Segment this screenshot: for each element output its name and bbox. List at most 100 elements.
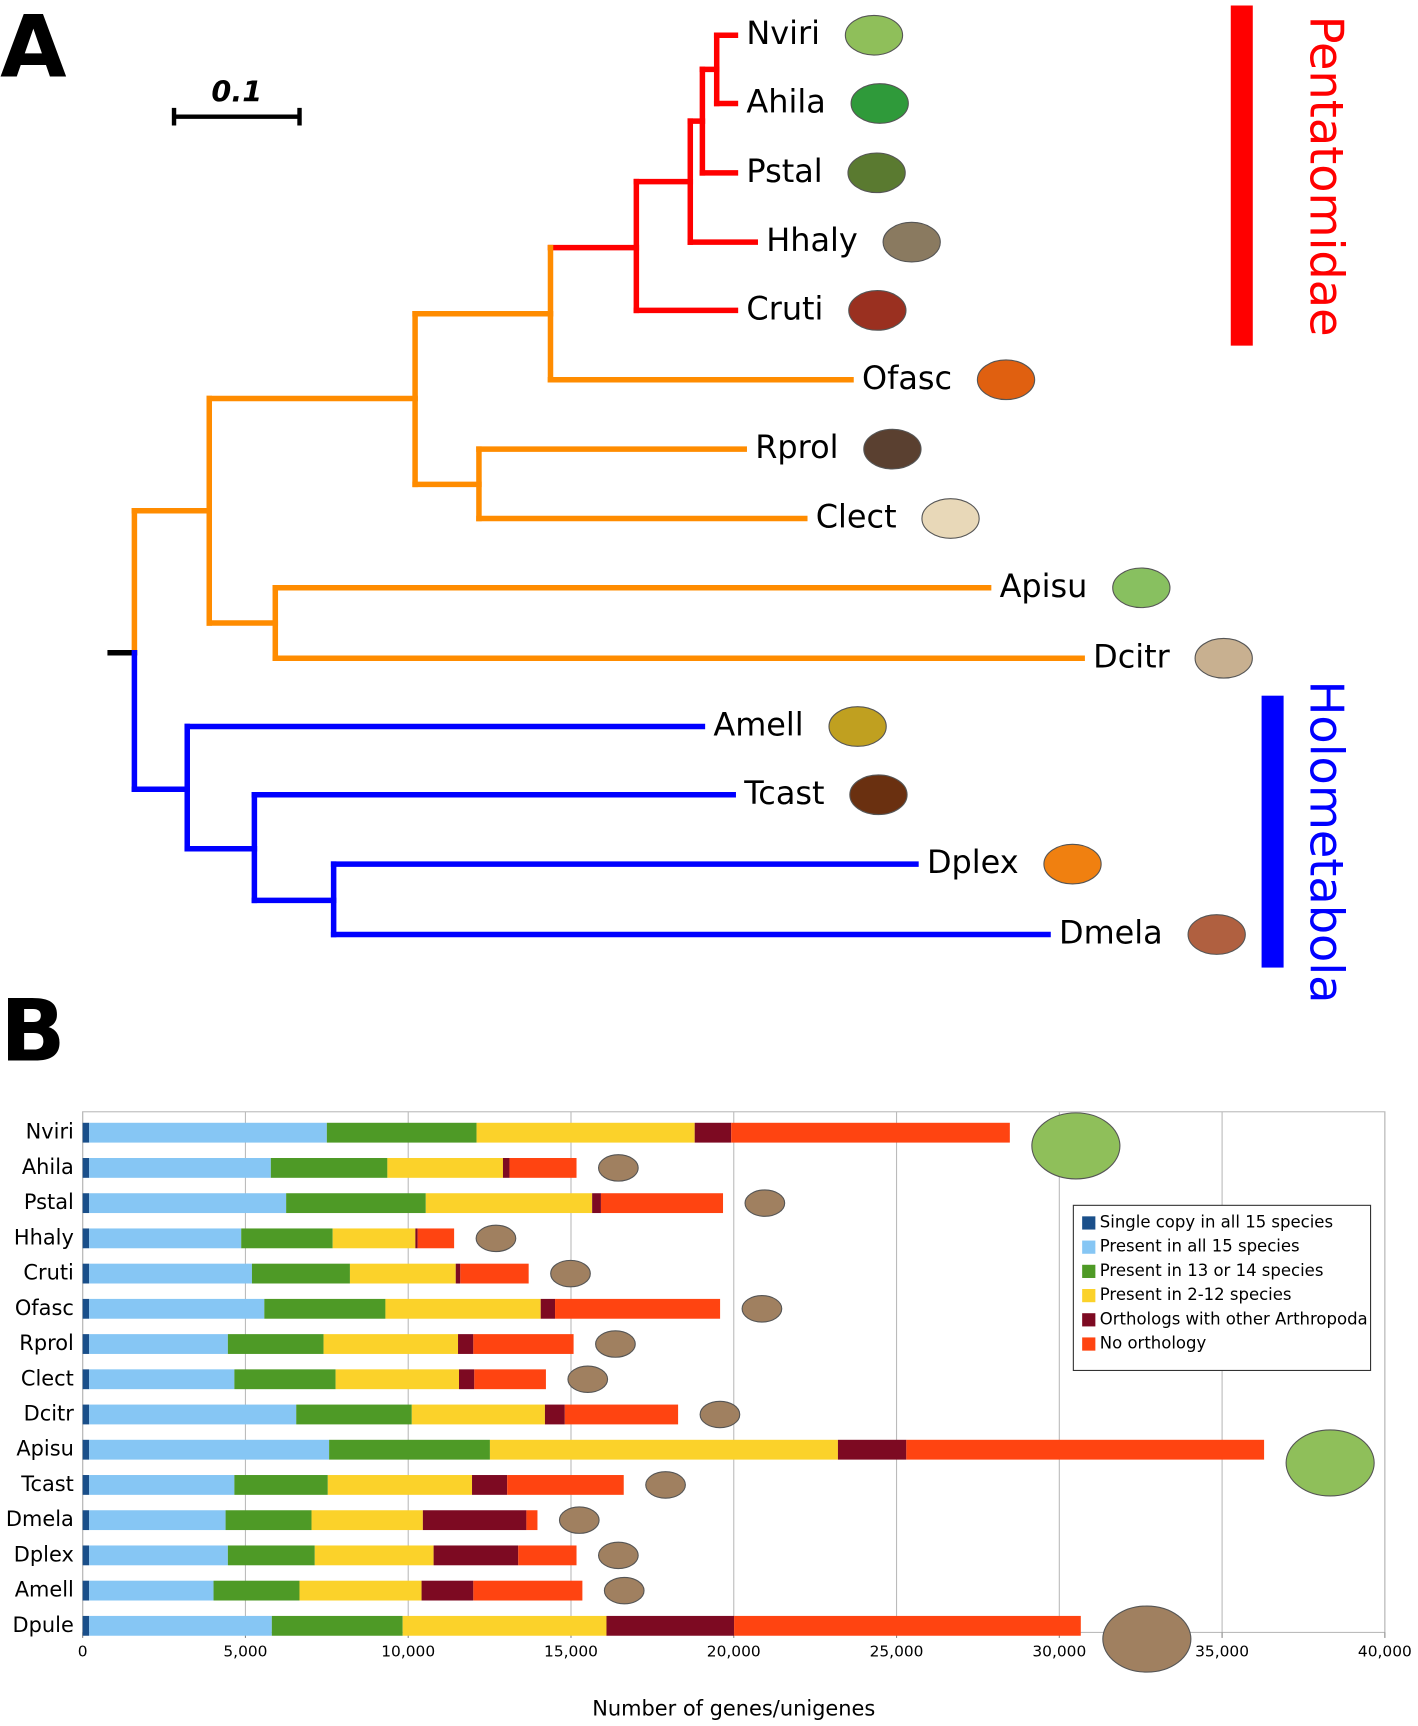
bar-segment: [296, 1404, 412, 1425]
y-tick-label: Nviri: [26, 1120, 74, 1144]
insect-icon: [1285, 1429, 1375, 1497]
bar-segment: [458, 1334, 474, 1354]
y-tick-label: Pstal: [24, 1190, 74, 1214]
insect-icon: [921, 498, 980, 539]
legend-label: Present in 2-12 species: [1100, 1285, 1292, 1304]
bar-segment: [411, 1404, 545, 1425]
bar-segment: [335, 1369, 460, 1390]
bar-segment: [82, 1545, 90, 1566]
insect-icon: [828, 706, 887, 747]
y-tick-label: Clect: [21, 1366, 74, 1390]
bar-segment: [606, 1615, 735, 1636]
bar-segment: [425, 1193, 593, 1214]
bar-segment: [507, 1475, 624, 1495]
bar-segment: [473, 1580, 583, 1601]
bar-segment: [82, 1158, 90, 1178]
x-tick-label: 5,000: [223, 1643, 267, 1661]
leaf-label: Tcast: [743, 774, 824, 812]
bar-segment: [241, 1228, 333, 1249]
y-tick-label: Tcast: [20, 1472, 74, 1496]
y-tick-label: Amell: [15, 1578, 74, 1602]
bar-segment: [734, 1615, 1081, 1636]
legend-box: [1072, 1204, 1372, 1372]
bar-segment: [89, 1228, 242, 1249]
bar-segment: [234, 1475, 328, 1495]
bar-segment: [385, 1298, 541, 1319]
bar-segment: [89, 1334, 228, 1354]
legend-swatch: [1082, 1337, 1096, 1351]
insect-icon: [844, 14, 904, 56]
legend-label: No orthology: [1100, 1334, 1207, 1353]
leaf-label: Clect: [816, 497, 897, 535]
bar-segment: [415, 1228, 418, 1249]
x-tick-label: 15,000: [544, 1643, 598, 1661]
bar-segment: [89, 1369, 235, 1390]
y-tick-label: Dpule: [13, 1613, 74, 1637]
bar-segment: [323, 1334, 459, 1354]
x-tick-label: 40,000: [1358, 1643, 1412, 1661]
bar-segment: [311, 1510, 423, 1531]
bar-segment: [82, 1369, 90, 1390]
leaf-label: Hhaly: [766, 221, 858, 259]
legend-swatch: [1082, 1216, 1096, 1230]
x-tick-label: 10,000: [381, 1643, 435, 1661]
legend-label: Orthologs with other Arthropoda: [1100, 1309, 1368, 1328]
insect-icon: [1194, 637, 1253, 679]
bar-segment: [82, 1263, 90, 1284]
legend-label: Present in 13 or 14 species: [1100, 1261, 1324, 1280]
bar-segment: [271, 1615, 403, 1636]
bar-segment: [82, 1439, 90, 1460]
bar-segment: [349, 1263, 456, 1284]
bar-segment: [314, 1545, 434, 1566]
panel-label: A: [0, 0, 67, 97]
bar-segment: [82, 1475, 90, 1495]
leaf-label: Dplex: [927, 843, 1019, 881]
y-tick-label: Cruti: [23, 1261, 73, 1285]
bar-segment: [89, 1580, 214, 1601]
panel-label: B: [0, 981, 65, 1081]
bar-segment: [299, 1580, 422, 1601]
insect-icon: [882, 221, 941, 263]
y-tick-label: Rprol: [19, 1331, 74, 1355]
bar-segment: [509, 1158, 577, 1178]
bar-segment: [422, 1510, 527, 1531]
insect-icon: [1031, 1112, 1121, 1180]
insect-icon: [603, 1576, 645, 1605]
bar-segment: [270, 1158, 388, 1178]
y-tick-label: Ahila: [22, 1155, 74, 1179]
bar-segment: [455, 1263, 461, 1284]
bar-segment: [518, 1545, 577, 1566]
bar-segment: [89, 1545, 228, 1566]
insect-icon: [1102, 1605, 1192, 1673]
bar-segment: [502, 1158, 510, 1178]
legend-swatch: [1082, 1240, 1096, 1254]
insect-icon: [1112, 567, 1171, 609]
bar-segment: [526, 1510, 538, 1531]
scale-bar: [171, 107, 302, 126]
legend-swatch: [1082, 1313, 1096, 1327]
clade-label: Pentatomidae: [1300, 16, 1354, 337]
bar-segment: [476, 1122, 695, 1143]
bar-segment: [82, 1510, 90, 1531]
leaf-label: Dcitr: [1093, 637, 1170, 675]
bar-segment: [433, 1545, 519, 1566]
y-tick-label: Dcitr: [24, 1401, 75, 1425]
legend-label: Single copy in all 15 species: [1100, 1212, 1333, 1231]
bar-segment: [332, 1228, 416, 1249]
bar-segment: [89, 1122, 327, 1143]
bar-segment: [473, 1334, 574, 1354]
bar-segment: [459, 1369, 475, 1390]
bar-segment: [327, 1475, 473, 1495]
bar-segment: [417, 1228, 455, 1249]
bar-segment: [600, 1193, 724, 1214]
bar-segment: [387, 1158, 503, 1178]
insect-icon: [645, 1471, 686, 1499]
bar-segment: [89, 1298, 265, 1319]
bar-segment: [694, 1122, 732, 1143]
bar-segment: [82, 1615, 90, 1636]
scale-label: 0.1: [211, 75, 262, 109]
bar-segment: [89, 1615, 272, 1636]
x-tick-label: 25,000: [870, 1643, 924, 1661]
bar-segment: [421, 1580, 474, 1601]
